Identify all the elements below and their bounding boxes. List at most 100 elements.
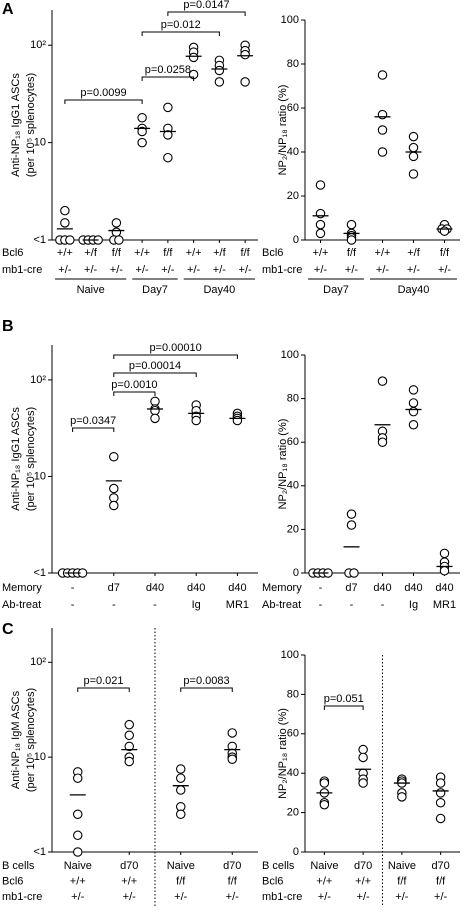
p-value: p=0.0083 [183, 675, 229, 687]
data-point [109, 483, 119, 494]
y-tick-label: 10 [34, 137, 46, 149]
data-point [60, 205, 70, 216]
row-value: +/- [71, 891, 84, 903]
row-value: - [350, 599, 354, 611]
row-value: d40 [435, 582, 453, 594]
row-value: +/- [395, 891, 408, 903]
data-point [377, 109, 388, 120]
row-value: +/+ [57, 247, 73, 259]
p-value: p=0.0010 [111, 379, 157, 391]
data-point [408, 385, 419, 395]
row-value: +/- [187, 264, 200, 276]
data-point [176, 764, 186, 774]
y-tick-label: 10 [34, 751, 46, 763]
data-point [315, 208, 326, 219]
row-value: +/- [318, 891, 331, 903]
row-value: +/- [110, 264, 123, 276]
row-value: Naive [64, 860, 92, 872]
y-axis-label: (per 10⁵ splenocytes) [25, 688, 37, 792]
row-value: f/f [241, 247, 251, 259]
y-tick-label: <1 [33, 567, 46, 579]
data-point [124, 741, 135, 752]
row-value: - [319, 599, 323, 611]
y-tick-label: 60 [287, 102, 299, 114]
p-value: p=0.0099 [80, 87, 126, 99]
data-point [73, 830, 83, 841]
row-value: - [112, 599, 116, 611]
bracket [113, 391, 156, 396]
data-point [358, 744, 368, 755]
data-point [377, 125, 388, 135]
p-value: p=0.021 [83, 675, 123, 687]
row-name: Ab-treat [262, 599, 301, 611]
data-point [377, 437, 388, 447]
row-value: +/- [84, 264, 97, 276]
row-value: d70 [120, 860, 138, 872]
row-value: +/+ [121, 875, 137, 887]
row-value: +/f [84, 247, 97, 259]
data-point [377, 70, 388, 80]
p-value: p=0.00010 [149, 342, 201, 354]
data-point [109, 500, 119, 511]
row-value: +/+ [70, 875, 86, 887]
y-axis-label: (per 10⁵ splenocytes) [25, 73, 37, 177]
row-value: f/f [112, 247, 122, 259]
p-value: p=0.0258 [145, 64, 191, 76]
data-point [73, 773, 83, 783]
y-tick-label: 100 [281, 349, 299, 361]
data-point [439, 226, 450, 236]
data-point [188, 52, 199, 63]
data-point [346, 219, 357, 230]
data-point [358, 752, 368, 763]
y-tick-label: 20 [287, 807, 299, 819]
y-axis-label: NP₂/NP₁₈ ratio (%) [277, 85, 289, 176]
y-tick-label: <1 [33, 846, 46, 858]
row-value: +/- [213, 264, 226, 276]
bracket [180, 687, 233, 692]
y-tick-label: 10² [30, 374, 46, 386]
row-value: f/f [440, 247, 450, 259]
y-tick-label: 20 [287, 190, 299, 202]
data-point [240, 49, 250, 60]
data-point [315, 219, 326, 230]
row-value: +/+ [134, 247, 150, 259]
data-point [111, 218, 122, 228]
row-value: +/- [174, 891, 187, 903]
data-point [227, 728, 238, 738]
bracket [167, 11, 246, 16]
data-point [346, 235, 357, 245]
row-value: f/f [163, 247, 173, 259]
data-point [435, 778, 446, 788]
row-value: d70 [354, 860, 372, 872]
row-value: Ig [409, 599, 418, 611]
row-value: f/f [347, 247, 357, 259]
bracket [323, 705, 364, 710]
data-point [408, 406, 419, 417]
row-value: +/- [438, 264, 451, 276]
row-value: +/- [58, 264, 71, 276]
row-name: mb1-cre [262, 264, 302, 276]
data-point [60, 218, 70, 228]
row-value: +/- [161, 264, 174, 276]
bracket [77, 687, 130, 692]
bracket [113, 354, 238, 359]
row-value: +/- [345, 264, 358, 276]
data-point [377, 376, 388, 386]
data-point [439, 548, 450, 559]
row-value: - [319, 582, 323, 594]
data-point [137, 113, 147, 123]
y-axis-label: Anti-NP₁₈ IgG1 ASCs [10, 73, 22, 177]
row-value: MR1 [226, 599, 249, 611]
data-point [408, 398, 419, 408]
data-point [227, 754, 238, 765]
data-point [346, 509, 357, 519]
data-point [163, 152, 173, 163]
group-label: Day40 [203, 284, 235, 296]
row-value: +/f [407, 247, 420, 259]
row-value: MR1 [433, 599, 456, 611]
y-axis-label: NP₂/NP₁₈ ratio (%) [277, 419, 289, 510]
y-tick-label: 0 [293, 234, 299, 246]
p-value: p=0.00014 [129, 360, 181, 372]
row-value: d40 [373, 582, 391, 594]
bracket [141, 76, 195, 81]
